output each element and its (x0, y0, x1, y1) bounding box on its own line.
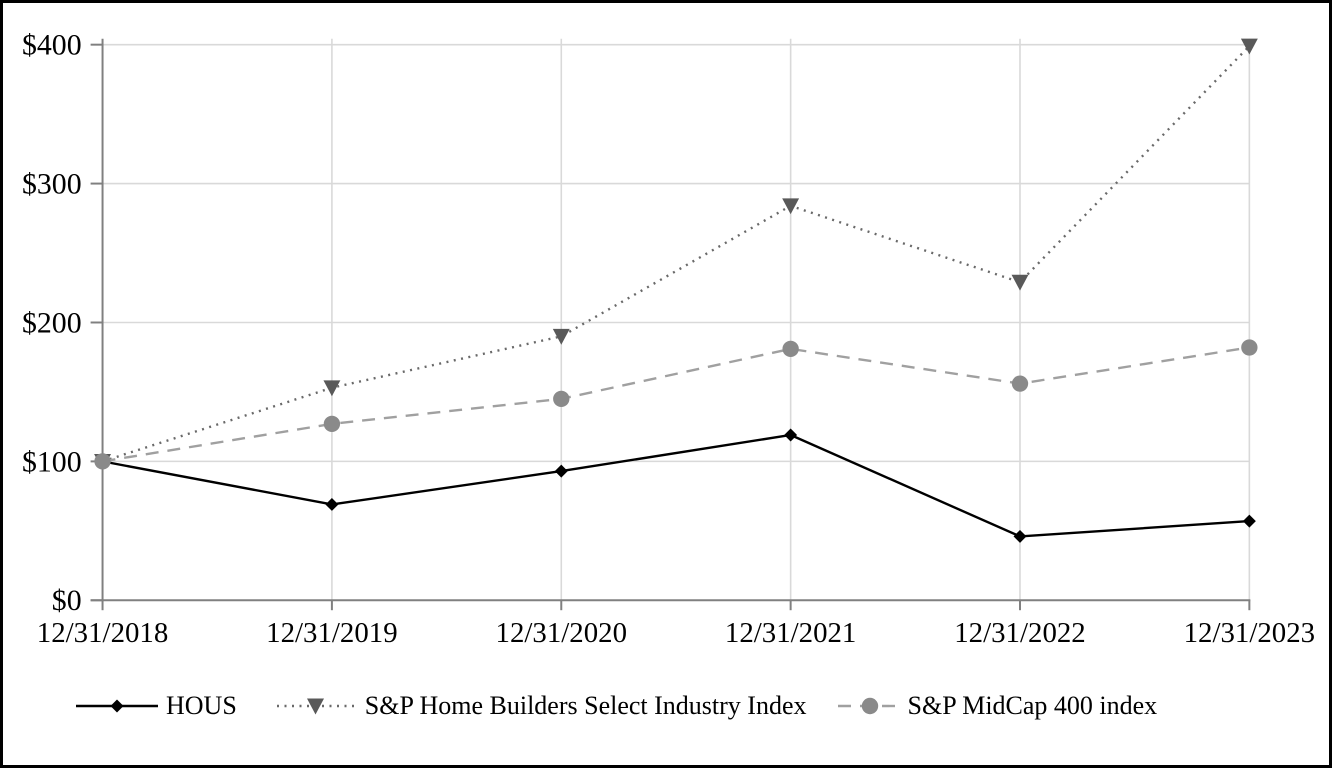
data-point-s-p-home-builders-select-industry-index-3 (782, 198, 800, 215)
legend-sample-marker-circle (861, 697, 878, 715)
data-point-hous-5 (1242, 514, 1256, 528)
legend-sample-marker-diamond (110, 699, 124, 713)
series-line-hous (102, 433, 1250, 538)
data-point-s-p-midcap-400-index-1 (323, 415, 341, 433)
data-point-s-p-home-builders-select-industry-index-1 (323, 380, 341, 397)
legend-line-sample-hous (76, 695, 158, 717)
series-line-s-p-home-builders-select-industry-index (102, 45, 1251, 463)
data-point-hous-3 (784, 428, 798, 442)
data-point-hous-4 (1013, 529, 1027, 543)
chart-legend: HOUS S&P Home Builders Select Industry I… (76, 687, 1157, 725)
legend-line-sample-home-builders-index (276, 695, 354, 717)
legend-item-hous: HOUS (76, 691, 237, 721)
x-tick-label-5: 12/31/2023 (1184, 617, 1315, 649)
legend-sample-svg-s-p-midcap-400-index (837, 697, 902, 715)
legend-sample-svg-hous (76, 699, 158, 713)
x-tick-label-4: 12/31/2022 (954, 617, 1085, 649)
data-point-s-p-midcap-400-index-5 (1241, 339, 1258, 356)
legend-label-midcap-400-index: S&P MidCap 400 index (907, 691, 1158, 720)
legend-sample-svg-s-p-home-builders-select-industry-index (276, 698, 354, 715)
x-tick-label-0: 12/31/2018 (37, 617, 168, 649)
data-point-s-p-midcap-400-index-2 (553, 390, 570, 408)
y-tick-label-200: $200 (22, 306, 82, 339)
series-line-s-p-midcap-400-index (102, 346, 1250, 463)
legend-item-home-builders-index: S&P Home Builders Select Industry Index (276, 691, 807, 721)
y-tick-label-100: $100 (22, 445, 82, 478)
data-point-s-p-home-builders-select-industry-index-4 (1011, 274, 1029, 291)
legend-line-sample-midcap-400-index (837, 695, 902, 717)
y-tick-label-400: $400 (22, 29, 82, 62)
legend-label-hous: HOUS (166, 691, 237, 720)
data-point-s-p-midcap-400-index-3 (782, 340, 799, 358)
data-point-hous-2 (554, 464, 568, 478)
x-tick-label-3: 12/31/2021 (725, 617, 856, 649)
x-tick-label-1: 12/31/2019 (266, 617, 397, 649)
data-point-hous-1 (325, 498, 339, 511)
data-point-s-p-midcap-400-index-0 (94, 453, 111, 470)
data-point-s-p-midcap-400-index-4 (1011, 375, 1029, 392)
data-point-s-p-home-builders-select-industry-index-2 (552, 328, 570, 345)
legend-item-midcap-400-index: S&P MidCap 400 index (837, 691, 1158, 721)
data-point-s-p-home-builders-select-industry-index-5 (1240, 38, 1258, 55)
y-tick-label-300: $300 (22, 168, 82, 201)
chart-plot-area: $0 $100 $200 $300 $400 12/31/2018 12/31/2019 12… (22, 29, 1315, 649)
legend-sample-marker-triangle-down (306, 698, 324, 715)
x-tick-label-2: 12/31/2020 (496, 617, 627, 649)
y-tick-label-0: $0 (52, 584, 82, 617)
legend-label-home-builders-index: S&P Home Builders Select Industry Index (364, 691, 807, 720)
